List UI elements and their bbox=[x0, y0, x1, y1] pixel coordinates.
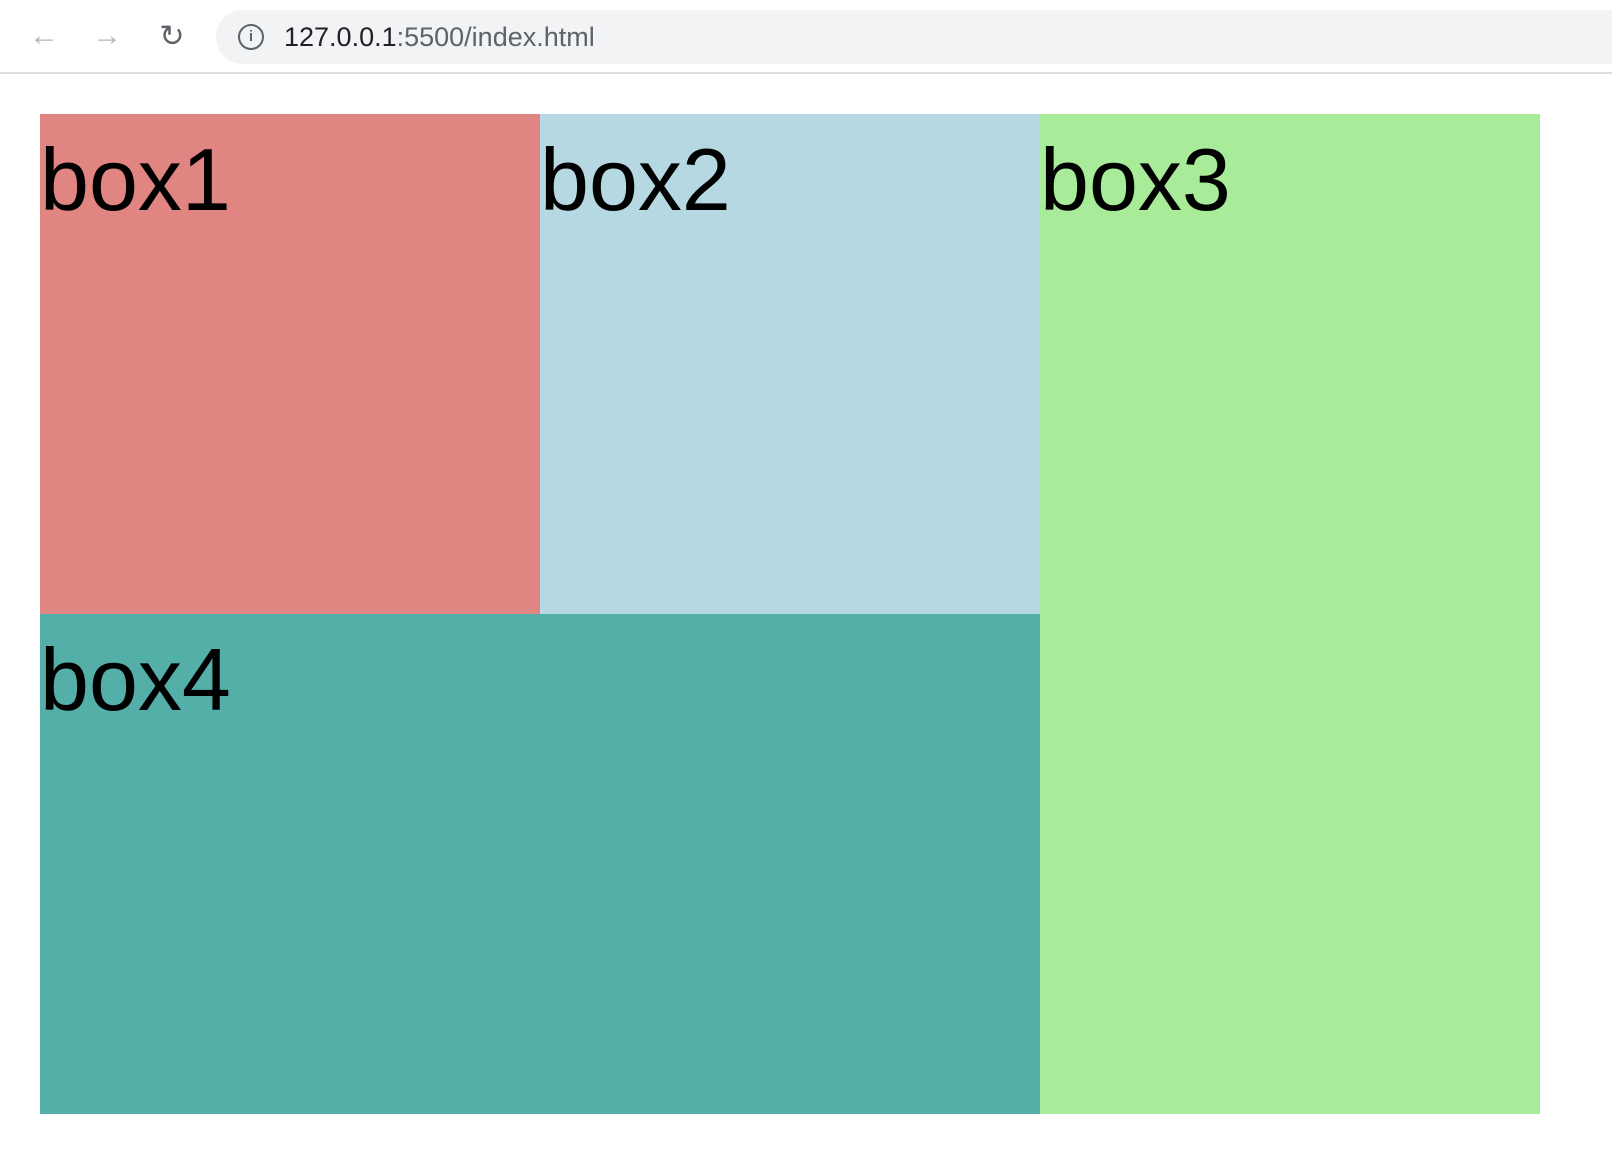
reload-icon[interactable]: ↻ bbox=[159, 19, 185, 53]
browser-toolbar: ← → ↻ i 127.0.0.1:5500/index.html bbox=[0, 0, 1612, 74]
back-arrow-icon[interactable]: ← bbox=[29, 19, 59, 52]
box4: box4 bbox=[40, 614, 1040, 1114]
url-path: :5500/index.html bbox=[396, 22, 595, 52]
box3: box3 bbox=[1040, 114, 1540, 1114]
box2: box2 bbox=[540, 114, 1040, 614]
box1-label: box1 bbox=[40, 130, 231, 229]
address-bar[interactable]: i 127.0.0.1:5500/index.html bbox=[216, 10, 1612, 64]
url-host: 127.0.0.1 bbox=[284, 22, 397, 52]
url-text[interactable]: 127.0.0.1:5500/index.html bbox=[284, 22, 595, 53]
box3-label: box3 bbox=[1040, 130, 1231, 229]
info-icon[interactable]: i bbox=[238, 24, 264, 50]
forward-arrow-icon[interactable]: → bbox=[92, 19, 122, 52]
box2-label: box2 bbox=[540, 130, 731, 229]
box1: box1 bbox=[40, 114, 540, 614]
box4-label: box4 bbox=[40, 630, 231, 729]
